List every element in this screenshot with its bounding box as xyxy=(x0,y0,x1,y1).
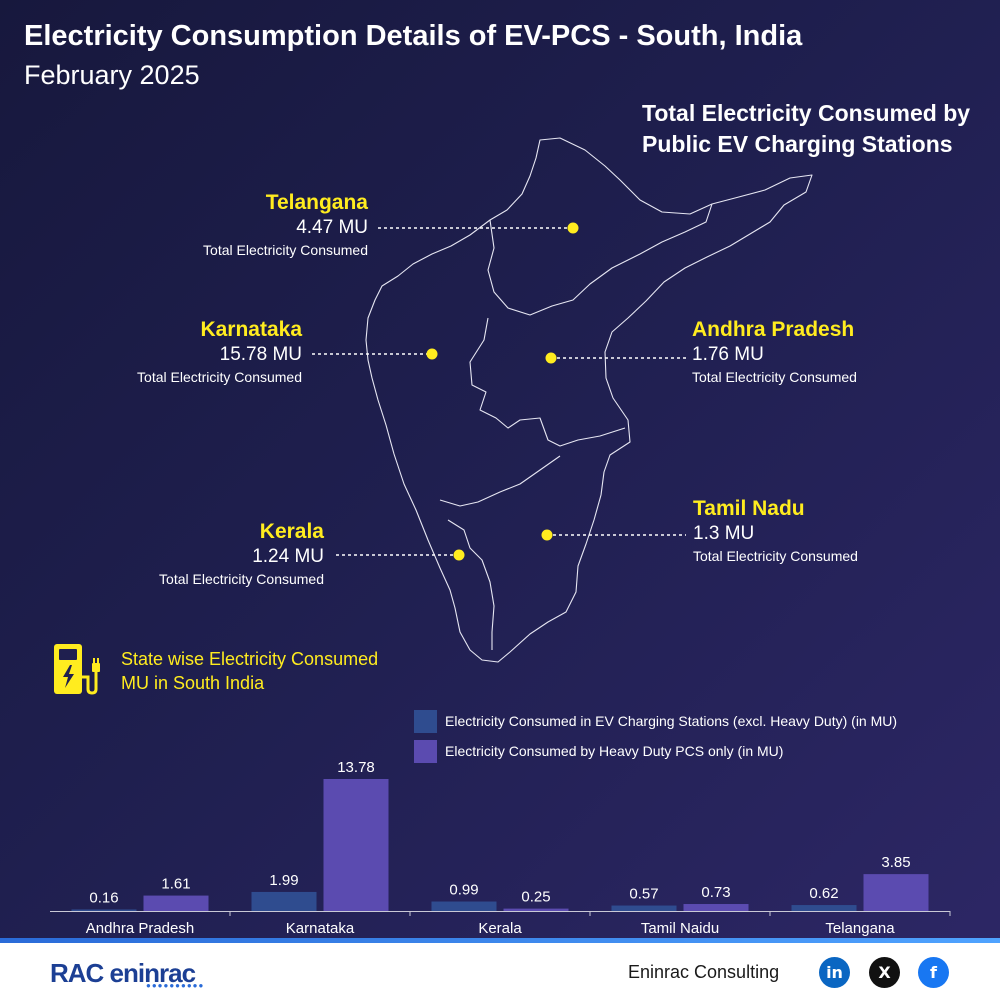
callout-caption: Total Electricity Consumed xyxy=(159,571,324,587)
bar-ev-charging xyxy=(791,905,857,911)
callout-kerala: Kerala 1.24 MU Total Electricity Consume… xyxy=(159,519,324,589)
facebook-icon[interactable]: f xyxy=(918,957,949,988)
callout-state: Kerala xyxy=(259,520,324,543)
karnataka-tamilnadu-border xyxy=(439,455,561,507)
callout-value: 15.78 MU xyxy=(219,344,302,365)
legend-item-series-1: Electricity Consumed in EV Charging Stat… xyxy=(414,709,897,733)
bar-ev-charging xyxy=(71,909,137,911)
callout-tamil-nadu: Tamil Nadu 1.3 MU Total Electricity Cons… xyxy=(693,496,858,566)
legend-item-series-2: Electricity Consumed by Heavy Duty PCS o… xyxy=(414,739,783,763)
bar-value-label: 0.62 xyxy=(809,885,838,902)
ev-charger-icon xyxy=(54,644,100,695)
tamilnadu-dot xyxy=(541,529,553,541)
x-tick-label: Karnataka xyxy=(286,920,355,937)
andhra-dot xyxy=(545,352,557,364)
telangana-border xyxy=(487,203,713,316)
bar-heavy-duty xyxy=(143,895,209,911)
callout-value: 1.3 MU xyxy=(693,523,755,544)
callout-caption: Total Electricity Consumed xyxy=(203,242,368,258)
bar-value-label: 0.57 xyxy=(629,886,658,903)
callout-telangana: Telangana 4.47 MU Total Electricity Cons… xyxy=(203,190,368,260)
callout-state: Karnataka xyxy=(200,318,302,341)
bar-ev-charging xyxy=(431,901,497,911)
bar-heavy-duty xyxy=(503,908,569,911)
legend-swatch xyxy=(414,739,437,763)
legend-label: Electricity Consumed in EV Charging Stat… xyxy=(445,713,898,729)
bar-value-label: 0.73 xyxy=(701,884,730,901)
bar-value-label: 0.99 xyxy=(449,882,478,899)
bar-heavy-duty xyxy=(863,874,929,911)
callout-value: 1.24 MU xyxy=(252,546,324,567)
callout-caption: Total Electricity Consumed xyxy=(692,369,857,385)
x-icon[interactable]: X xyxy=(869,957,900,988)
page-subtitle: February 2025 xyxy=(24,60,200,90)
chart-heading: State wise Electricity Consumed MU in So… xyxy=(121,649,379,693)
bar-heavy-duty xyxy=(683,904,749,911)
karnataka-dot xyxy=(426,348,438,360)
kerala-dot xyxy=(453,549,465,561)
legend-label: Electricity Consumed by Heavy Duty PCS o… xyxy=(445,743,784,759)
callout-caption: Total Electricity Consumed xyxy=(693,548,858,564)
bar-value-label: 1.99 xyxy=(269,872,298,889)
telangana-dot xyxy=(567,222,579,234)
map-heading: Total Electricity Consumed by Public EV … xyxy=(642,100,971,157)
callout-state: Telangana xyxy=(265,191,368,214)
callout-karnataka: Karnataka 15.78 MU Total Electricity Con… xyxy=(137,317,302,387)
company-logo: RAC eninrac xyxy=(50,958,196,988)
legend-swatch xyxy=(414,709,437,733)
callout-value: 1.76 MU xyxy=(692,344,764,365)
callout-caption: Total Electricity Consumed xyxy=(137,369,302,385)
bar-value-label: 13.78 xyxy=(337,759,375,776)
linkedin-icon[interactable]: in xyxy=(819,957,850,988)
kerala-tamilnadu-border xyxy=(447,519,495,650)
south-india-outline xyxy=(365,137,813,663)
callout-andhra-pradesh: Andhra Pradesh 1.76 MU Total Electricity… xyxy=(692,317,857,387)
page-title: Electricity Consumption Details of EV-PC… xyxy=(24,20,803,52)
x-tick-label: Kerala xyxy=(478,920,522,937)
x-tick-label: Tamil Naidu xyxy=(641,920,719,937)
bar-value-label: 3.85 xyxy=(881,854,910,871)
brand-name: Eninrac Consulting xyxy=(628,962,780,982)
callout-state: Andhra Pradesh xyxy=(692,318,855,341)
karnataka-andhra-border xyxy=(469,317,626,447)
callout-state: Tamil Nadu xyxy=(693,497,805,520)
logo-dots: ●●●●●●●●●● xyxy=(146,981,205,990)
x-tick-label: Andhra Pradesh xyxy=(86,920,194,937)
bar-value-label: 0.16 xyxy=(89,889,118,906)
callout-value: 4.47 MU xyxy=(296,217,368,238)
bar-value-label: 1.61 xyxy=(161,876,190,893)
footer-accent-strip xyxy=(0,938,1000,943)
bar-ev-charging xyxy=(251,891,317,911)
bar-value-label: 0.25 xyxy=(521,889,550,906)
bar-ev-charging xyxy=(611,905,677,911)
bar-heavy-duty xyxy=(323,779,389,911)
x-tick-label: Telangana xyxy=(825,920,895,937)
